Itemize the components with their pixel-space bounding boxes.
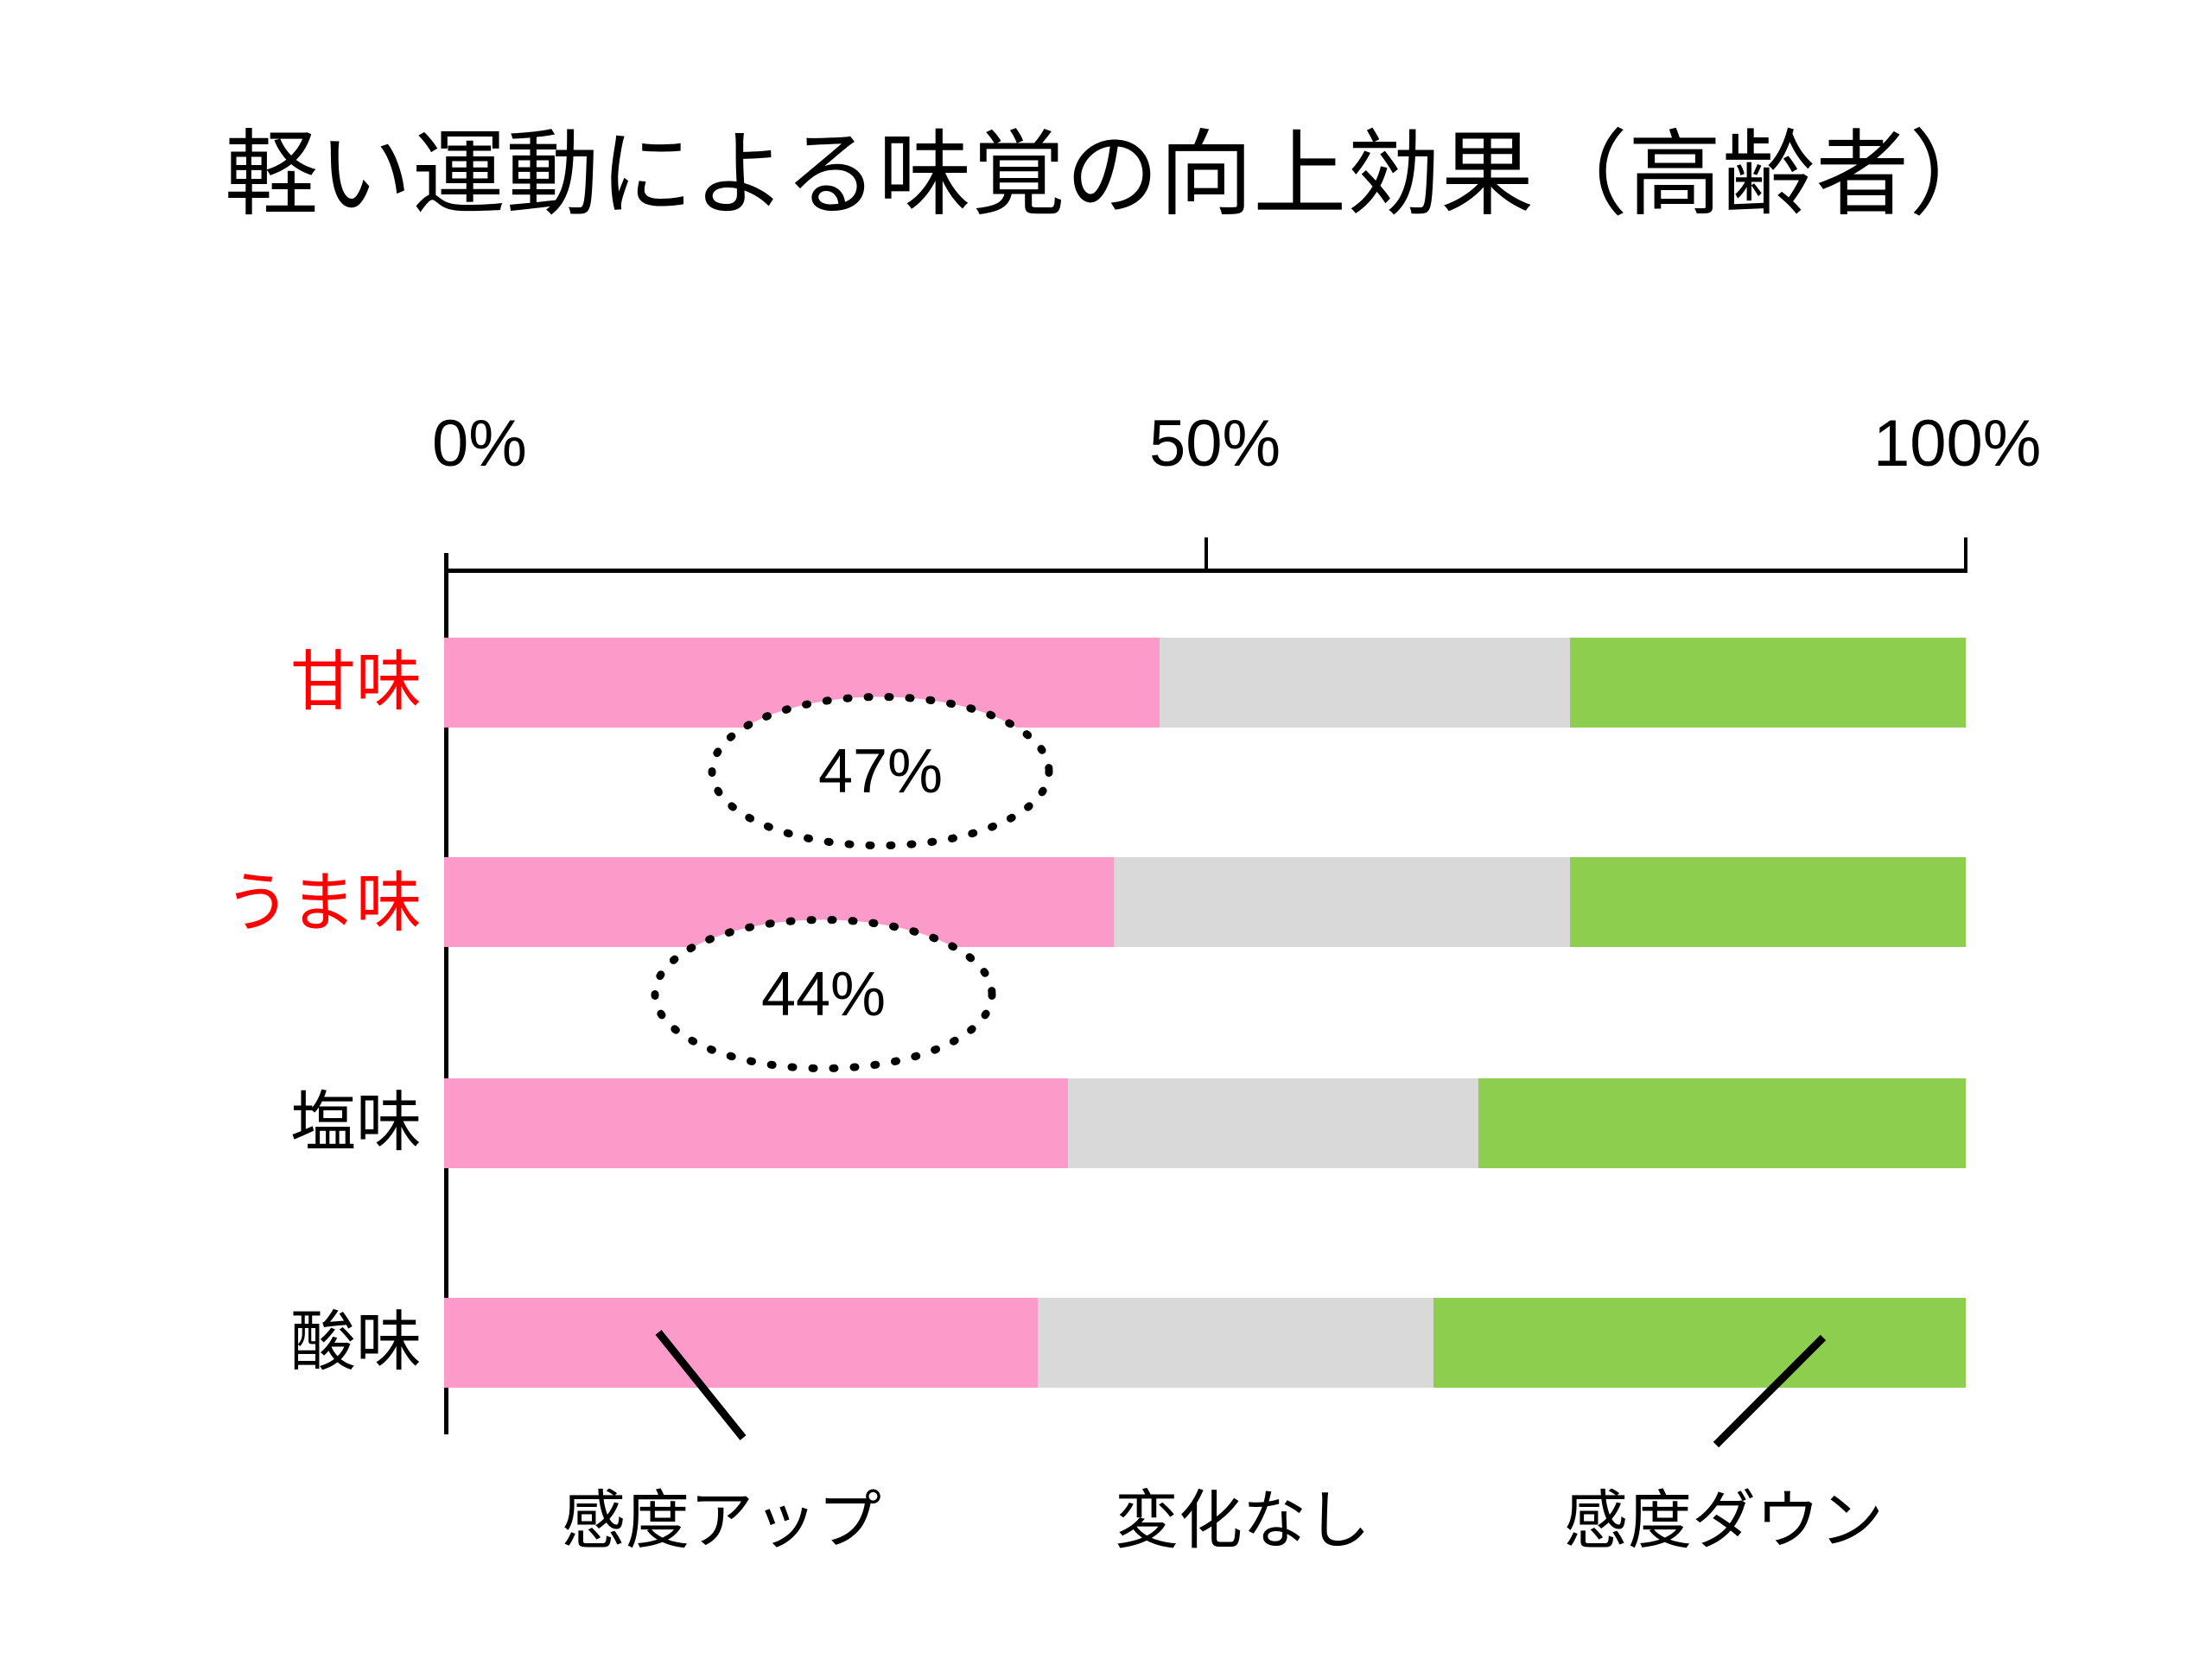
category-label-salty: 塩味 (290, 1086, 422, 1160)
x-axis-tick-label-50: 50% (1149, 407, 1281, 480)
bar-segment-same (1113, 857, 1571, 947)
bar-segment-same (1037, 1298, 1433, 1388)
bar-segment-down (1433, 1298, 1966, 1388)
x-axis-tick-label-0: 0% (432, 407, 527, 480)
legend-label-sensitivity-up: 感度アップ (562, 1484, 881, 1556)
category-label-umami: うま味 (225, 867, 422, 940)
bar-segment-down (1570, 857, 1966, 947)
y-axis-line (444, 553, 448, 1434)
bar-segment-same (1159, 638, 1571, 728)
x-axis-tick-100 (1964, 537, 1967, 570)
dotted-ellipse-icon (708, 693, 1053, 849)
bar-segment-up (444, 1298, 1038, 1388)
bar-segment-same (1068, 1078, 1479, 1168)
bar-segment-down (1570, 638, 1966, 728)
bar-row-sour (444, 1298, 1966, 1388)
bar-row-salty (444, 1078, 1966, 1168)
callout-umami: 44% (650, 914, 997, 1074)
callout-sweet: 47% (707, 691, 1054, 851)
callout-value: 47% (817, 736, 944, 806)
bar-segment-down (1478, 1078, 1966, 1168)
x-axis-tick-50 (1205, 537, 1208, 570)
legend-label-no-change: 変化なし (1115, 1484, 1370, 1556)
category-label-sweet: 甘味 (290, 645, 422, 719)
bar-segment-up (444, 1078, 1068, 1168)
page-title: 軽い運動による味覚の向上効果（高齢者） (225, 122, 2004, 226)
bar-row-sweet (444, 638, 1966, 728)
x-axis-tick-label-100: 100% (1873, 407, 2042, 480)
legend-label-sensitivity-down: 感度ダウン (1564, 1484, 1884, 1556)
category-label-sour: 酸味 (290, 1306, 422, 1379)
dotted-ellipse-icon (651, 916, 996, 1072)
x-axis-line (444, 569, 1967, 573)
callout-value: 44% (760, 959, 887, 1029)
